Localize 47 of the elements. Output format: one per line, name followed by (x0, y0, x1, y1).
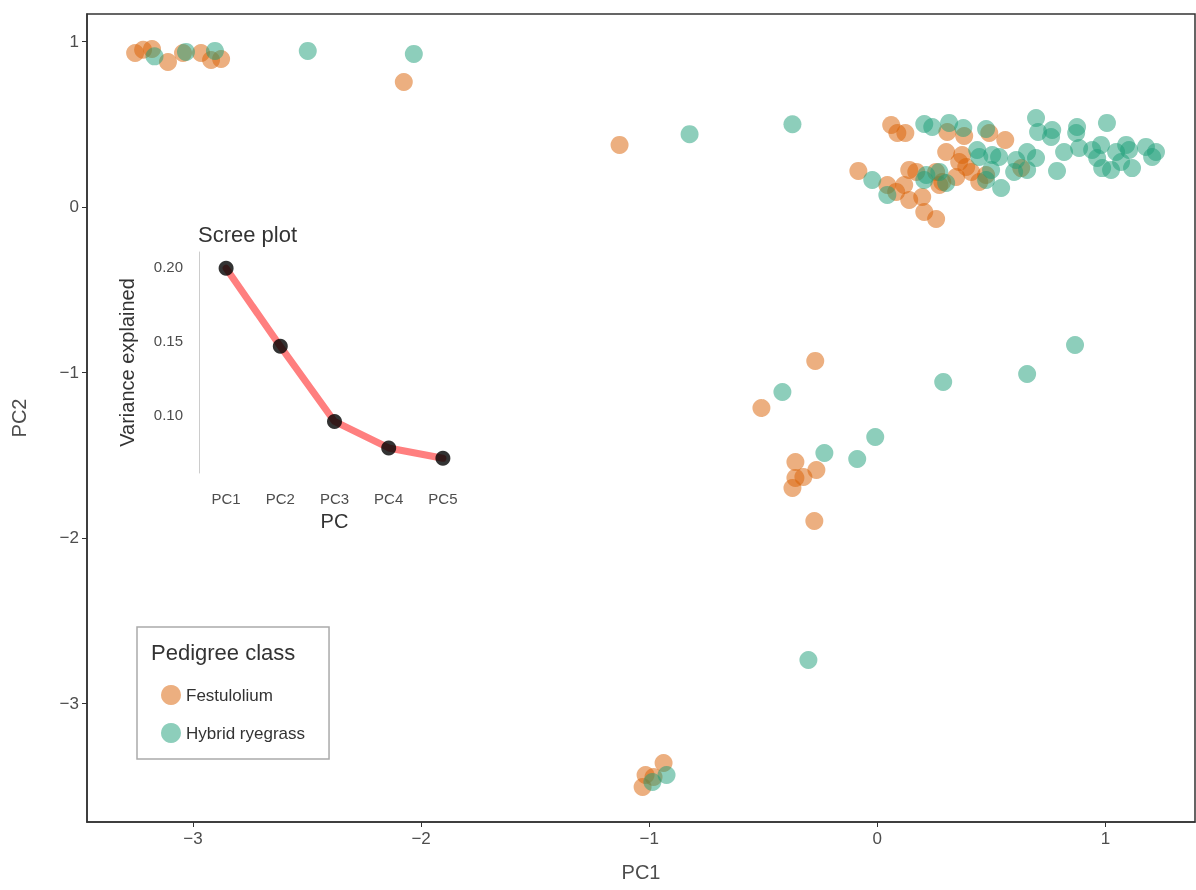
x-tick-label: 1 (1100, 829, 1111, 848)
y-tick-label: −1 (59, 362, 79, 382)
y-tick-label: 0.15 (153, 331, 183, 349)
point (913, 188, 932, 207)
y-tick-label: 0 (69, 197, 79, 217)
point (896, 124, 915, 142)
x-axis-title: PC (320, 509, 349, 532)
point (807, 460, 826, 479)
legend-label: Hybrid ryegrass (186, 723, 306, 743)
y-tick-label: 1 (69, 31, 79, 51)
point (435, 450, 451, 466)
x-tick-label: −2 (411, 829, 431, 848)
point (849, 161, 868, 180)
x-axis-title: PC1 (621, 861, 661, 883)
point (158, 53, 177, 71)
point (272, 338, 288, 354)
y-tick-label: −3 (59, 694, 79, 713)
legend-title: Pedigree class (151, 639, 296, 665)
x-tick-label: −1 (639, 829, 659, 848)
x-tick-label: −3 (183, 829, 203, 848)
x-tick-label: PC4 (374, 490, 404, 507)
legend-label: Festulolium (186, 685, 273, 705)
point (610, 135, 629, 154)
chart-title: Scree plot (198, 221, 298, 247)
x-tick-label: PC2 (265, 490, 295, 507)
point (996, 130, 1015, 149)
y-tick-label: −2 (59, 528, 79, 548)
point (805, 511, 824, 530)
y-tick-label: 0.10 (153, 405, 183, 423)
point (218, 260, 234, 276)
y-axis-title: PC2 (8, 398, 30, 438)
point (950, 152, 969, 171)
point (327, 413, 342, 429)
point (783, 479, 802, 497)
point (786, 453, 805, 472)
point (752, 399, 771, 418)
x-tick-label: PC1 (211, 490, 241, 507)
y-axis-title: Variance explained (116, 278, 138, 447)
point (927, 210, 946, 229)
point (381, 440, 397, 456)
point (937, 143, 956, 162)
point (394, 73, 413, 92)
y-tick-label: 0.20 (153, 258, 183, 276)
x-tick-label: PC5 (428, 490, 458, 507)
x-tick-label: PC3 (319, 490, 350, 507)
x-tick-label: 0 (872, 829, 883, 848)
point (806, 351, 825, 370)
